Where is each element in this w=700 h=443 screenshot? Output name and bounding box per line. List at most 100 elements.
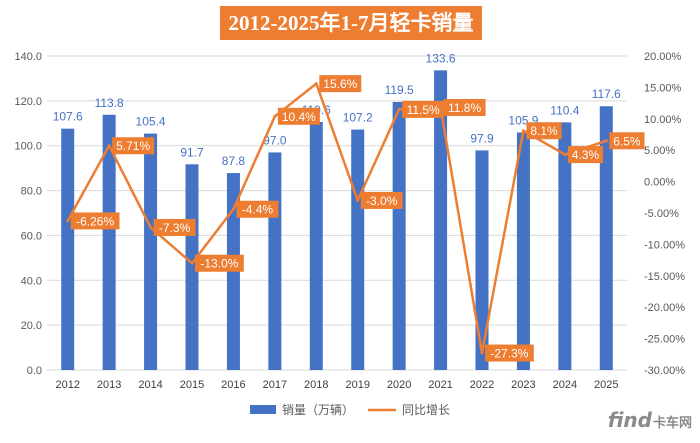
bar [516,132,530,370]
growth-label-box [360,191,403,209]
bar [558,122,572,370]
watermark-logo: find卡车网 [608,408,692,432]
growth-point [521,129,525,133]
x-tick-label: 2016 [221,379,245,391]
left-tick-label: 0.0 [27,365,42,377]
growth-label-box [567,146,604,164]
growth-label: 8.1% [530,124,558,138]
growth-label-box [319,75,362,93]
x-tick-label: 2017 [263,379,287,391]
growth-point [107,144,111,148]
growth-label: 15.6% [323,77,357,91]
bar [392,101,406,370]
left-tick-label: 100.0 [14,141,42,153]
growth-label-box [112,137,155,155]
bar-value-label: 97.0 [263,133,287,147]
right-tick-label: 10.00% [644,114,682,126]
bar-value-label: 107.2 [343,111,373,125]
left-tick-label: 40.0 [21,275,42,287]
growth-label: 11.8% [448,101,481,115]
bar-value-label: 117.6 [592,87,621,101]
bar-value-label: 113.8 [95,96,124,110]
bar-value-label: 105.4 [136,115,166,129]
right-tick-label: -15.00% [644,271,685,283]
growth-label: 6.5% [613,134,641,148]
x-tick-label: 2019 [345,379,369,391]
bar-value-label: 107.6 [53,110,83,124]
growth-label-box [443,98,486,116]
chart-title: 2012-2025年1-7月轻卡销量 [220,6,482,40]
growth-label: 10.4% [282,110,316,124]
growth-label: -6.26% [76,214,114,228]
x-tick-label: 2013 [97,379,121,391]
growth-label: -27.3% [490,347,528,361]
x-tick-label: 2015 [180,379,204,391]
bar-value-label: 110.4 [550,103,579,117]
growth-point [314,82,318,86]
growth-label-box [153,218,196,236]
growth-label-box [195,254,244,272]
left-tick-label: 140.0 [14,51,42,63]
bar [475,150,489,370]
bar-value-label: 87.8 [222,154,246,168]
growth-label: 4.3% [572,148,600,162]
x-tick-label: 2020 [387,379,411,391]
growth-point [356,198,360,202]
legend-label-bar: 销量（万辆） [282,403,354,417]
right-tick-label: -5.00% [644,208,679,220]
bar [599,106,613,371]
x-tick-label: 2024 [553,379,577,391]
growth-point [480,351,484,355]
growth-point [604,139,608,143]
legend-swatch-bar [250,405,276,414]
growth-label: -13.0% [200,257,238,271]
growth-label-box [526,122,562,140]
growth-label-box [609,132,645,150]
right-tick-label: 20.00% [644,51,682,63]
bar [144,133,158,370]
right-tick-label: -30.00% [644,365,685,377]
legend-label-line: 同比增长 [402,403,450,417]
x-tick-label: 2018 [304,379,328,391]
right-tick-label: 0.00% [644,177,675,189]
bar [434,70,448,371]
bar [268,152,282,370]
right-tick-label: -20.00% [644,302,685,314]
growth-label-box [485,344,534,362]
x-tick-label: 2012 [55,379,79,391]
growth-label: 5.71% [116,139,150,153]
bar [61,128,75,370]
left-tick-label: 80.0 [21,186,42,198]
growth-label: -3.0% [366,194,398,208]
growth-point [273,114,277,118]
x-tick-label: 2023 [511,379,535,391]
bar-value-label: 119.5 [385,83,414,97]
bar-value-label: 97.9 [470,131,494,145]
left-tick-label: 20.0 [21,320,42,332]
bar [102,114,116,371]
growth-label: -7.3% [159,221,191,235]
x-tick-label: 2021 [428,379,452,391]
watermark-main: find [607,408,652,432]
bar [351,129,365,370]
growth-label-box [402,100,445,118]
growth-label-box [70,212,120,230]
right-tick-label: 5.00% [644,145,675,157]
growth-label: -4.4% [242,203,274,217]
left-tick-label: 120.0 [14,96,42,108]
growth-point [66,219,70,223]
growth-point [563,153,567,157]
growth-point [231,207,235,211]
growth-label: 11.5% [407,103,440,117]
bar [185,164,199,370]
bar-value-label: 133.6 [426,51,456,65]
growth-point [149,225,153,229]
right-tick-label: -10.00% [644,239,685,251]
right-tick-label: 15.00% [644,82,682,94]
right-tick-label: -25.00% [644,334,685,346]
left-tick-label: 60.0 [21,230,42,242]
x-tick-label: 2025 [594,379,618,391]
bar-value-label: 91.7 [180,145,204,159]
